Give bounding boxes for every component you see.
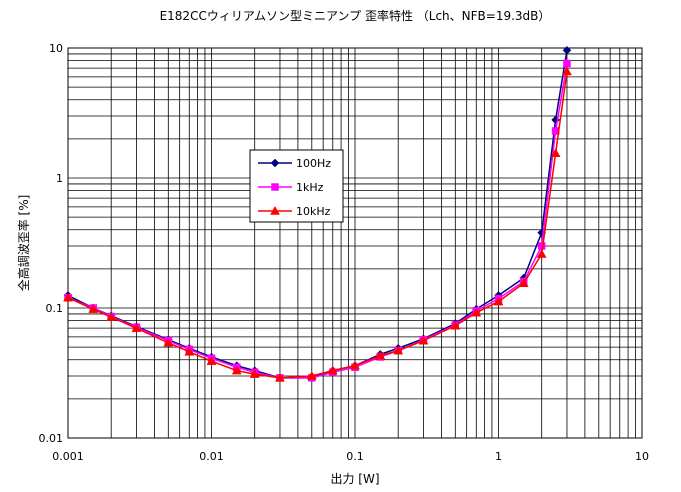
legend-label: 10kHz xyxy=(296,205,331,218)
legend-item-1khz: 1kHz xyxy=(258,181,324,194)
data-point-1khz xyxy=(537,242,546,250)
legend-item-100hz: 100Hz xyxy=(258,157,331,170)
data-point-10khz xyxy=(184,346,195,356)
data-point-10khz xyxy=(106,312,117,321)
legend-marker xyxy=(270,205,280,215)
data-point-10khz xyxy=(471,307,482,317)
legend-item-10khz: 10kHz xyxy=(258,205,331,218)
x-tick-label: 0.01 xyxy=(199,450,224,463)
data-point-10khz xyxy=(231,365,242,375)
data-point-10khz xyxy=(206,356,217,365)
series-10khz xyxy=(63,66,572,382)
data-point-10khz xyxy=(450,320,461,330)
y-axis-label: 全高調波歪率 [%] xyxy=(16,195,31,292)
legend-marker xyxy=(270,158,280,168)
x-axis-label: 出力 [W] xyxy=(330,472,379,486)
x-tick-label: 0.1 xyxy=(346,450,364,463)
legend-box xyxy=(249,149,344,223)
legend: 100Hz 1kHz 10kHz xyxy=(249,149,344,223)
data-point-10khz xyxy=(562,66,572,76)
chart-title: E182CCウィリアムソン型ミニアンプ 歪率特性 （Lch、NFB=19.3dB… xyxy=(160,8,551,23)
tick-labels: 0.001 0.01 0.1 1 10 0.01 0.1 1 10 xyxy=(39,42,650,463)
plot-frame xyxy=(67,47,643,439)
data-point-10khz xyxy=(493,296,504,306)
data-point-10khz xyxy=(327,365,338,375)
y-tick-label: 0.1 xyxy=(46,302,64,315)
data-point-10khz xyxy=(275,372,285,382)
data-point-10khz xyxy=(393,345,404,355)
x-tick-label: 1 xyxy=(495,450,502,463)
series-layer xyxy=(63,45,572,383)
data-point-10khz xyxy=(536,249,547,258)
data-point-1khz xyxy=(563,59,571,68)
data-point-10khz xyxy=(306,370,317,380)
legend-marker xyxy=(271,183,279,191)
data-point-10khz xyxy=(63,292,73,302)
data-point-10khz xyxy=(163,337,174,347)
y-tick-label: 1 xyxy=(56,172,63,185)
data-point-10khz xyxy=(249,369,260,378)
grid xyxy=(68,48,642,438)
data-point-10khz xyxy=(375,350,386,360)
x-tick-label: 10 xyxy=(635,450,649,463)
data-point-10khz xyxy=(550,148,561,158)
legend-label: 100Hz xyxy=(296,157,331,170)
data-point-10khz xyxy=(131,323,142,332)
data-point-10khz xyxy=(418,335,429,345)
legend-label: 1kHz xyxy=(296,181,324,194)
y-tick-label: 10 xyxy=(49,42,63,55)
data-point-10khz xyxy=(88,304,99,313)
data-point-10khz xyxy=(518,278,529,288)
data-point-100hz xyxy=(562,45,572,55)
data-point-10khz xyxy=(350,360,360,370)
x-tick-label: 0.001 xyxy=(52,450,84,463)
y-tick-label: 0.01 xyxy=(39,432,64,445)
